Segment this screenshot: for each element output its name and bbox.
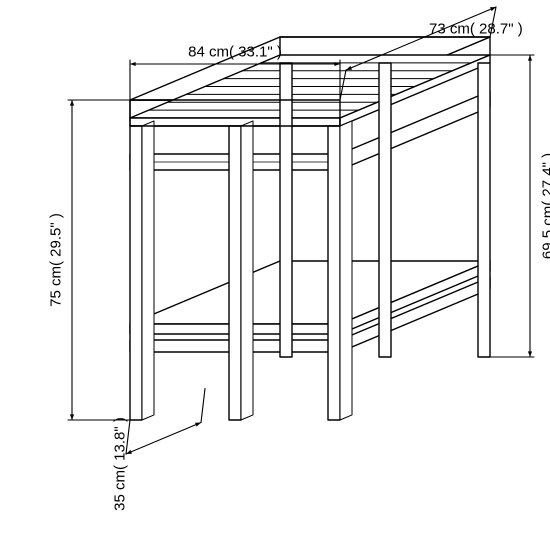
dim-label-width-top: 84 cm( 33.1" )	[188, 44, 282, 61]
dim-label-height-right: 69,5 cm( 27.4" )	[540, 153, 550, 259]
drawing-stage: 84 cm( 33.1" ) 73 cm( 28.7" ) 75 cm( 29.…	[0, 0, 550, 550]
dim-label-depth-top: 73 cm( 28.7" )	[429, 20, 523, 37]
dim-label-shelf-depth-left: 35 cm( 13.8" )	[112, 417, 129, 511]
drawing-svg	[0, 0, 550, 550]
dim-label-height-left: 75 cm( 29.5" )	[48, 213, 65, 307]
